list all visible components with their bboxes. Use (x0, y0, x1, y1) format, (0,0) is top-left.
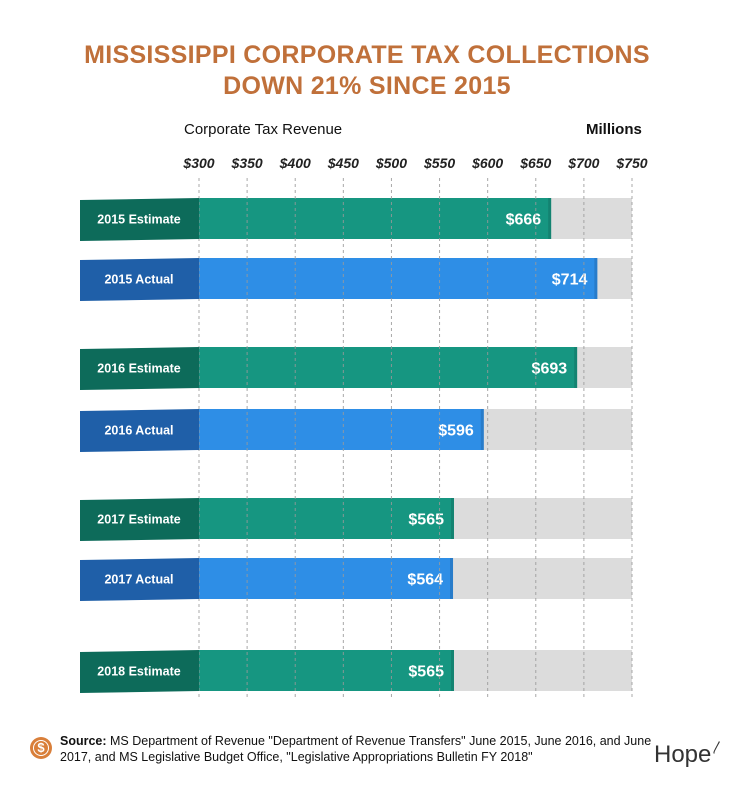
row-label-tab (80, 498, 199, 541)
source-note: Source: MS Department of Revenue "Depart… (60, 733, 660, 765)
chart-title-line-2: DOWN 21% SINCE 2015 (223, 72, 511, 100)
bar-end-shade (450, 650, 454, 691)
row-label-tab (80, 347, 199, 390)
units-label: Millions (586, 121, 642, 138)
x-tick-label: $650 (519, 155, 551, 171)
x-tick-label: $750 (615, 155, 647, 171)
row-label-tab (80, 198, 199, 241)
row-category-label: 2016 Actual (104, 424, 173, 438)
bar-end-shade (450, 558, 454, 599)
x-tick-label: $550 (423, 155, 455, 171)
data-bar (199, 198, 552, 239)
bar-end-shade (450, 498, 454, 539)
row-category-label: 2018 Estimate (97, 665, 180, 679)
row-category-label: 2017 Actual (104, 573, 173, 587)
bar-end-shade (480, 409, 484, 450)
x-tick-label: $350 (231, 155, 263, 171)
dollar-coin-icon: $ (30, 737, 52, 759)
row-category-label: 2015 Estimate (97, 213, 180, 227)
data-bar (199, 409, 484, 450)
bar-chart: $666 $714 $693 $596 $565 $564 $565 $300 $350 $400… (80, 155, 648, 700)
row-category-label: 2016 Estimate (97, 362, 180, 376)
hope-logo: Hope (654, 741, 712, 768)
bar-value-label: $564 (407, 572, 443, 589)
row-label-tab (80, 409, 199, 452)
bar-end-shade (594, 258, 598, 299)
x-tick-label: $700 (567, 155, 599, 171)
x-tick-label: $600 (471, 155, 503, 171)
bar-value-label: $666 (506, 212, 542, 229)
bar-value-label: $565 (408, 512, 444, 529)
row-label-tab (80, 558, 199, 601)
bar-end-shade (574, 347, 578, 388)
bar-value-label: $565 (408, 664, 444, 681)
data-bar (199, 347, 578, 388)
source-label: Source: (60, 734, 107, 748)
x-tick-label: $300 (182, 155, 214, 171)
chart-title-line-1: MISSISSIPPI CORPORATE TAX COLLECTIONS (84, 41, 650, 69)
bird-icon: 〳 (711, 740, 725, 755)
data-bar (199, 498, 454, 539)
row-category-label: 2015 Actual (104, 273, 173, 287)
bar-value-label: $693 (532, 361, 568, 378)
chart-title: MISSISSIPPI CORPORATE TAX COLLECTIONS DO… (0, 40, 734, 102)
bar-value-label: $596 (438, 423, 474, 440)
data-bar (199, 650, 454, 691)
row-category-label: 2017 Estimate (97, 513, 180, 527)
row-label-tab (80, 650, 199, 693)
data-bar (199, 258, 598, 299)
x-tick-label: $450 (327, 155, 359, 171)
x-tick-label: $400 (279, 155, 311, 171)
bar-value-label: $714 (552, 272, 588, 289)
x-axis-title: Corporate Tax Revenue (184, 121, 343, 138)
data-bar (199, 558, 454, 599)
row-label-tab (80, 258, 199, 301)
x-tick-label: $500 (375, 155, 407, 171)
source-text: MS Department of Revenue "Department of … (60, 734, 652, 764)
bar-end-shade (548, 198, 552, 239)
